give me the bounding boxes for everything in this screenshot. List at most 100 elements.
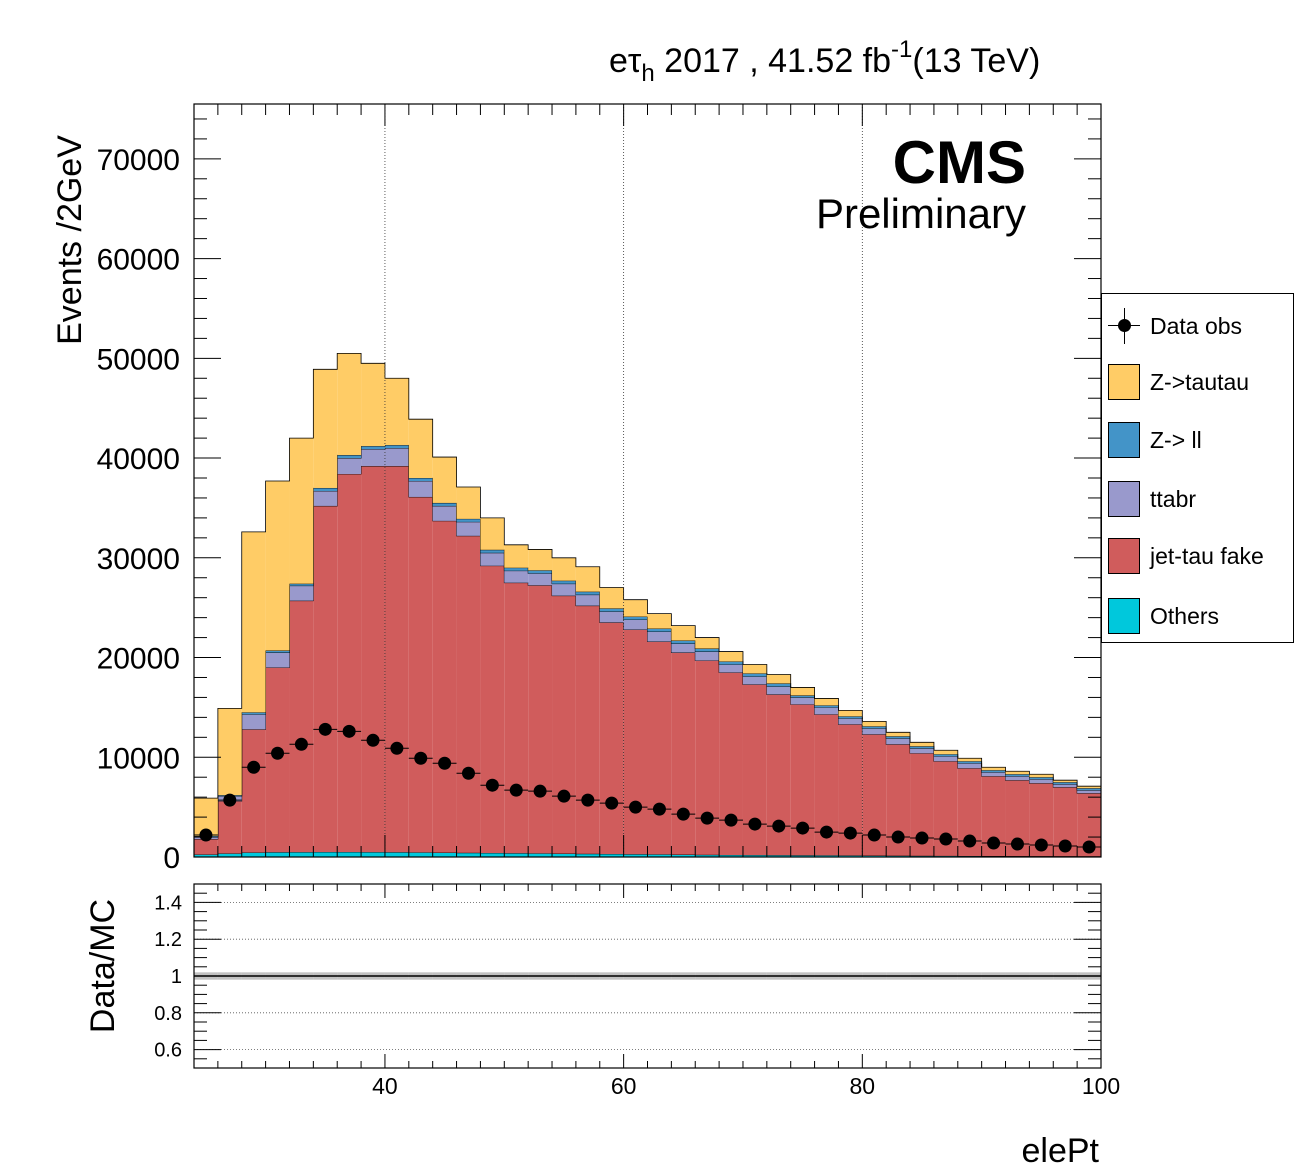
ratio-panel: 0.6 0.8 1 1.2 1.4 40 60 80 100 Data/MC elePt	[84, 883, 1120, 1170]
bar-others	[408, 852, 433, 857]
data-point	[724, 813, 738, 827]
data-point	[939, 832, 953, 846]
bar-others	[241, 852, 266, 857]
bar-others	[194, 854, 218, 857]
cms-label: CMS	[893, 129, 1026, 196]
bar-jet-tau-fake	[695, 660, 720, 855]
data-point	[820, 825, 834, 839]
data-point	[1034, 838, 1048, 852]
bar-jet-tau-fake	[647, 641, 672, 855]
data-point	[700, 811, 714, 825]
y-tick-label: 50000	[97, 343, 180, 376]
bar-z-ll	[504, 567, 529, 571]
color-swatch-icon	[1108, 422, 1140, 458]
bar-z-ll	[313, 487, 338, 491]
stack-bars	[193, 352, 1101, 857]
bar-z-ll	[838, 716, 863, 719]
ratio-axis-label: Data/MC	[84, 899, 122, 1033]
data-point	[509, 783, 523, 797]
y-tick-label: 30000	[97, 543, 180, 576]
bar-ttabr	[480, 552, 505, 566]
legend-label: Z-> ll	[1150, 426, 1202, 453]
data-marker-icon	[1108, 308, 1140, 344]
bar-ttabr	[695, 651, 720, 661]
bar-ttabr	[957, 763, 982, 769]
bar-jet-tau-fake	[480, 565, 505, 854]
bar-ttabr	[575, 594, 600, 606]
bar-ttabr	[886, 738, 911, 745]
y-tick-label: 0	[163, 842, 180, 875]
bar-ttabr	[838, 718, 863, 725]
bar-jet-tau-fake	[289, 600, 314, 853]
data-point	[748, 817, 762, 831]
bar-z-tautau	[504, 544, 529, 568]
bar-z-ll	[623, 616, 648, 620]
bar-z-ll	[933, 754, 958, 757]
bar-jet-tau-fake	[456, 535, 481, 853]
bar-z-tautau	[742, 664, 767, 674]
bar-others	[742, 855, 767, 857]
y-tick-label: 60000	[97, 244, 180, 277]
bar-z-tautau	[814, 698, 839, 706]
bar-others	[289, 852, 314, 857]
data-point	[414, 751, 428, 765]
legend-item-zll: Z-> ll	[1108, 420, 1202, 460]
bar-ttabr	[981, 772, 1006, 777]
ratio-tick-label: 1	[171, 966, 182, 988]
bar-ttabr	[814, 707, 839, 715]
y-tick-label: 10000	[97, 742, 180, 775]
bar-z-ll	[719, 661, 743, 665]
bar-jet-tau-fake	[766, 694, 791, 856]
data-point	[605, 796, 619, 810]
bar-z-ll	[647, 628, 672, 632]
bar-ttabr	[361, 449, 385, 467]
bar-z-tautau	[910, 742, 934, 747]
x-axis-label: elePt	[1022, 1132, 1100, 1170]
bar-z-ll	[862, 726, 887, 729]
bar-z-ll	[528, 570, 553, 574]
bar-z-ll	[337, 455, 362, 459]
bar-jet-tau-fake	[194, 839, 218, 855]
bar-z-tautau	[1077, 786, 1101, 789]
bar-jet-tau-fake	[838, 724, 863, 856]
data-point	[485, 778, 499, 792]
y-tick-label: 40000	[97, 443, 180, 476]
bar-z-tautau	[886, 732, 911, 737]
ratio-tick-label: 0.8	[154, 1003, 182, 1025]
bar-z-tautau	[671, 625, 696, 641]
y-tick-label: 20000	[97, 643, 180, 676]
bar-ttabr	[1005, 776, 1030, 781]
data-point	[294, 737, 308, 751]
bar-others	[599, 854, 624, 857]
data-point	[438, 756, 452, 770]
bar-jet-tau-fake	[790, 704, 815, 856]
bar-z-tautau	[575, 566, 600, 592]
data-point	[557, 789, 571, 803]
bar-ttabr	[742, 676, 767, 685]
bar-others	[217, 853, 242, 857]
legend-item-jet-tau-fake: jet-tau fake	[1108, 536, 1264, 576]
bar-others	[695, 854, 720, 857]
bar-jet-tau-fake	[432, 520, 457, 853]
legend-label: Z->tautau	[1150, 368, 1250, 395]
bar-jet-tau-fake	[384, 466, 409, 853]
bar-z-tautau	[647, 613, 672, 629]
bar-others	[480, 853, 505, 857]
main-panel: 0 10000 20000 30000 40000 50000 60000 70000 CMS…	[51, 103, 1102, 875]
data-point	[629, 800, 643, 814]
bar-z-ll	[671, 640, 696, 644]
bar-ttabr	[552, 583, 576, 596]
bar-jet-tau-fake	[957, 768, 982, 857]
bar-jet-tau-fake	[504, 582, 529, 854]
legend: Data obs Z->tautau Z-> ll ttabr jet-tau …	[1101, 293, 1294, 643]
ratio-tick-label: 1.2	[154, 929, 182, 951]
bar-others	[886, 855, 911, 857]
outline-z-tautau	[193, 352, 1101, 857]
bar-z-ll	[1053, 782, 1078, 785]
channel-tau: τ	[628, 42, 642, 80]
bar-ttabr	[313, 490, 338, 506]
data-point	[796, 821, 810, 835]
bar-ttabr	[504, 570, 529, 583]
data-point	[843, 826, 857, 840]
bar-z-tautau	[528, 549, 553, 571]
